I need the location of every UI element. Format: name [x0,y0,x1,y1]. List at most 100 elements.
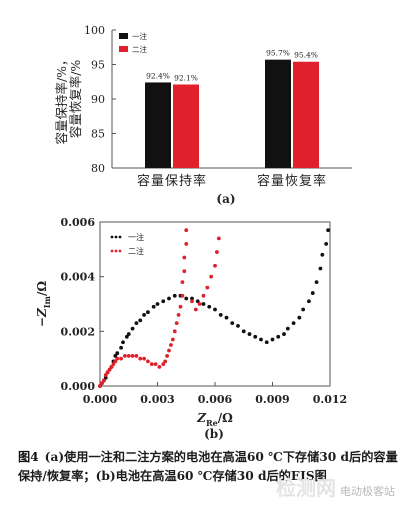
data-point [218,313,223,317]
legend-label: 一注 [128,232,144,242]
data-point [205,285,210,290]
data-point [182,255,187,260]
data-point [153,362,158,367]
data-point [115,351,120,356]
data-point [157,364,162,369]
y-tick-label: 80 [91,162,105,175]
data-point [115,356,120,361]
data-point [253,334,258,339]
data-point [172,329,177,334]
y-axis-label-line: 容量恢复率/% [68,60,83,139]
y-tick-label: 0.000 [61,380,96,393]
data-point [190,296,194,301]
legend-swatch [119,46,128,52]
y-tick-label: 0.002 [61,325,95,338]
x-category-label: 容量保持率 [137,173,207,189]
legend-marker [110,235,114,239]
data-point [326,228,330,233]
data-point [276,334,281,339]
data-point [113,354,118,358]
data-point [123,354,127,358]
data-point [155,302,160,306]
y-tick-label: 95 [91,59,105,72]
data-point [314,280,319,285]
data-point [105,370,110,375]
data-point [216,236,221,241]
data-point [103,375,108,380]
data-point [107,367,112,372]
watermark: 检测网 电动极客站 [276,472,395,501]
data-point [161,362,166,367]
data-point [207,304,212,309]
data-point [161,299,166,304]
data-point [291,321,296,326]
figure-number: 图4 [18,450,39,464]
data-point [307,299,311,304]
data-point [209,274,214,279]
figure-caption-text: (a)使用一注和二注方案的电池在高温60 ℃下存储30 d后的容量保持/恢复率；… [18,450,398,483]
data-point [113,359,118,364]
data-point [178,304,183,309]
data-point [230,321,235,326]
data-point [184,241,189,246]
data-point [169,343,173,347]
watermark-sub: 电动极客站 [340,485,395,498]
bar [293,61,319,168]
data-point [109,364,114,369]
data-point [282,332,286,336]
data-point [167,296,171,301]
x-tick-label: 0.000 [83,393,118,406]
axis-label-unit: /Ω [35,281,49,296]
data-point [201,293,206,298]
data-point [197,302,202,306]
data-point [318,266,323,271]
data-point [142,356,146,361]
data-point [320,252,325,257]
data-point [167,348,171,353]
data-point [165,354,169,358]
x-tick-label: 0.006 [198,393,233,406]
data-point [142,313,146,317]
data-point [247,332,252,336]
legend-label: 二注 [132,44,147,54]
data-point [236,323,240,328]
data-point [184,228,189,233]
data-point [224,315,229,320]
data-point [119,345,123,350]
bar-data-label: 95.7% [266,49,290,58]
data-point [264,340,269,345]
bar-chart-a: 80 85 90 95 100 92.4% 92.1% 容量保持率 95.7% 95.4% 容量恢复… [54,24,352,206]
x-axis-label: ZRe/Ω [196,411,233,428]
data-point [101,378,106,383]
data-point [130,326,135,331]
legend-marker [110,249,114,253]
bar-data-label: 95.4% [294,51,318,60]
figure-caption: 图4 (a)使用一注和二注方案的电池在高温60 ℃下存储30 d后的容量保持/恢复… [18,448,398,486]
data-point [213,263,217,268]
data-point [297,315,302,320]
data-point [138,356,143,361]
axis-label-subscript: Re [206,418,218,428]
data-point [324,241,329,246]
bar [145,82,171,168]
bar-data-label: 92.1% [174,74,198,83]
data-point [119,356,123,361]
data-point [184,296,189,301]
legend-swatch [119,33,128,39]
data-point [193,307,198,312]
x-category-label: 容量恢复率 [257,173,327,189]
data-point [301,307,306,312]
data-point [182,269,187,274]
y-tick-label: 0.006 [61,216,96,229]
data-point [151,304,156,309]
data-point [163,359,168,364]
data-point [310,291,315,295]
y-tick-label: 85 [91,128,105,141]
data-point [285,326,290,331]
data-point [130,354,135,358]
data-point [213,307,217,312]
y-tick-label: 100 [84,24,105,37]
legend-label: 一注 [132,31,147,41]
x-tick-label: 0.003 [140,393,174,406]
legend-marker [118,249,122,253]
